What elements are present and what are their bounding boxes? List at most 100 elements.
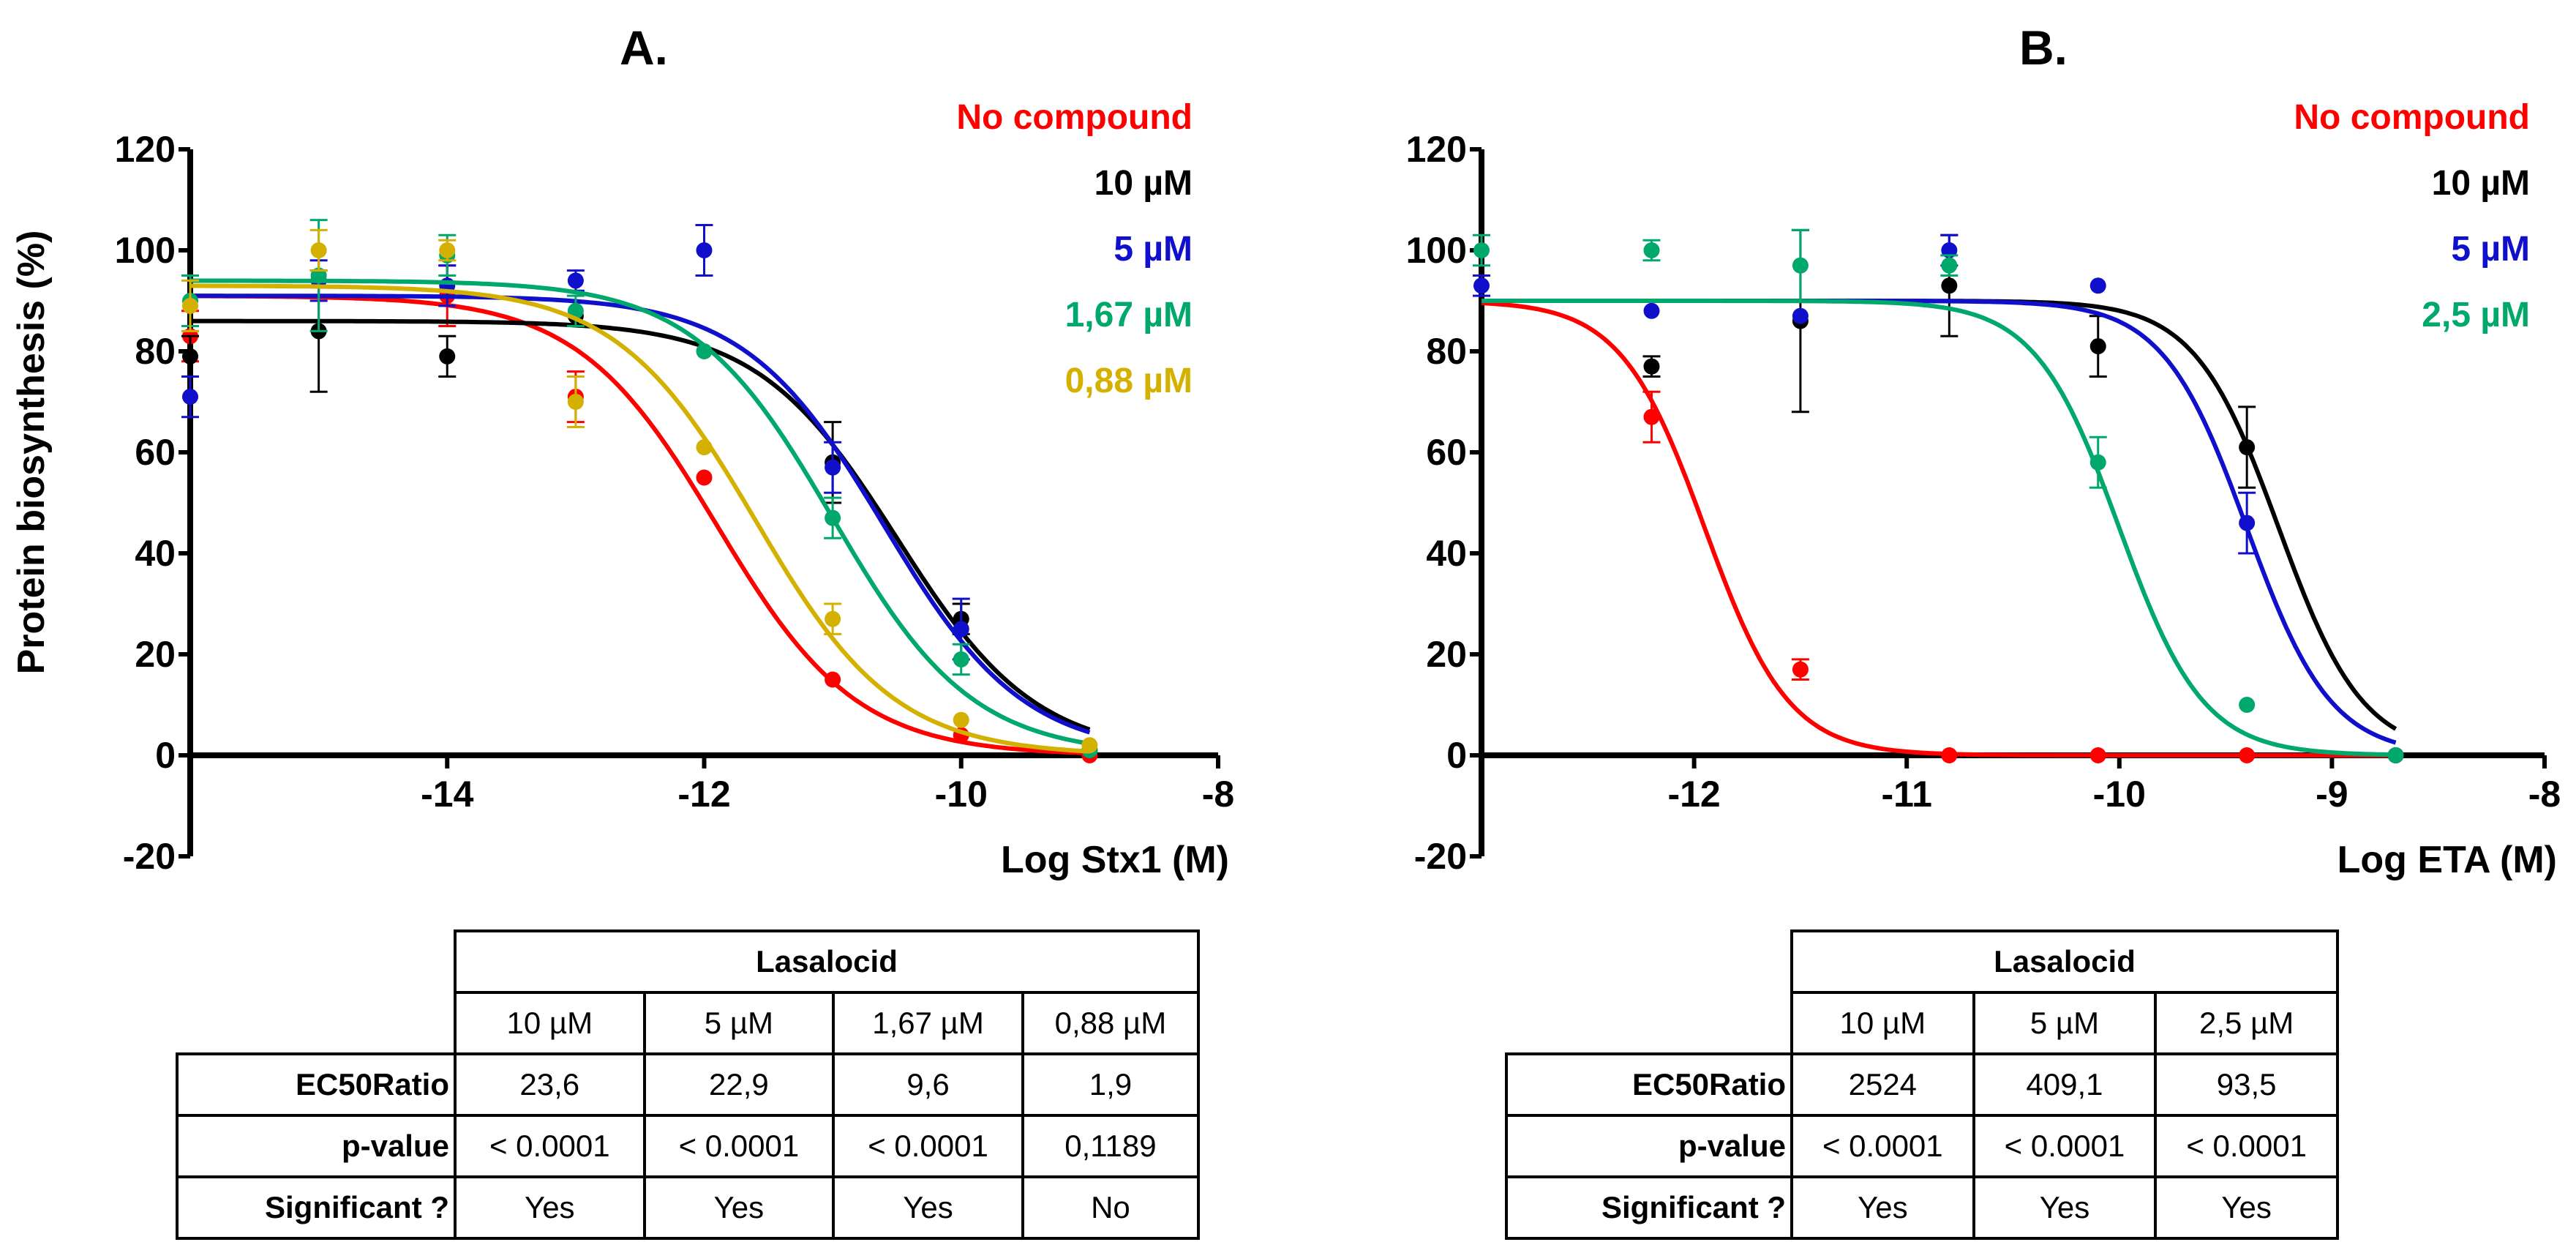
x-tick-label: -12 — [677, 774, 730, 815]
table-column-header: 0,88 µM — [1021, 991, 1201, 1055]
data-point — [182, 389, 198, 405]
y-tick-label: 80 — [1426, 331, 1467, 372]
data-point — [2239, 439, 2256, 456]
table-cell: Yes — [642, 1175, 835, 1240]
y-tick-label: 40 — [1426, 533, 1467, 574]
x-tick-label: -12 — [1667, 774, 1720, 815]
table-cell: < 0.0001 — [1972, 1114, 2158, 1178]
table-row: EC50Ratio 23,6 22,9 9,6 1,9 — [176, 1052, 1201, 1117]
x-tick-label: -8 — [2528, 774, 2561, 815]
table-row: EC50Ratio 2524 409,1 93,5 — [1505, 1052, 2339, 1117]
table-column-header: 2,5 µM — [2154, 991, 2339, 1055]
table-row-label: EC50Ratio — [176, 1052, 457, 1117]
data-point — [696, 343, 713, 359]
table-cell: < 0.0001 — [1790, 1114, 1975, 1178]
series-2 — [1473, 233, 2404, 763]
table-column-row: 10 µM 5 µM 1,67 µM 0,88 µM — [177, 991, 1201, 1055]
data-point — [182, 297, 198, 314]
table-column-header: 1,67 µM — [832, 991, 1024, 1055]
stats-table-b: Lasalocid 10 µM 5 µM 2,5 µM EC50Ratio 2524 409… — [1505, 930, 2339, 1240]
y-tick-label: 100 — [115, 230, 176, 271]
table-column-header: 10 µM — [1790, 991, 1975, 1055]
table-cell: Yes — [1972, 1175, 2158, 1240]
data-point — [439, 348, 456, 364]
fit-curve — [190, 283, 1090, 754]
fit-curve — [190, 318, 1091, 732]
series-1 — [1482, 228, 2404, 763]
legend-entry: 1,67 µM — [1065, 296, 1193, 334]
table-cell: Yes — [2154, 1175, 2339, 1240]
panel-b: B. -20 0 20 40 60 80 100 120 -12 -11 -10 -9 -8 Log ETA… — [1406, 20, 2561, 881]
data-point — [1643, 302, 1660, 319]
panel-a: A. -20 0 20 40 60 80 100 120 -14 -12 -10 -8 Log Stx1 … — [10, 20, 1234, 881]
legend-entry: 0,88 µM — [1065, 362, 1193, 400]
legend-entry: 5 µM — [1114, 230, 1193, 269]
table-cell: < 0.0001 — [454, 1114, 646, 1178]
data-point — [1792, 307, 1809, 324]
table-row-label: Significant ? — [176, 1175, 457, 1240]
data-point — [567, 394, 584, 410]
table-row-label: Significant ? — [1505, 1175, 1793, 1240]
data-point — [825, 509, 841, 526]
data-point — [2239, 747, 2256, 763]
data-point — [2089, 454, 2106, 471]
y-tick-label: 60 — [135, 432, 176, 473]
y-axis-title: Protein biosynthesis (%) — [10, 231, 53, 675]
table-header-row: Lasalocid — [177, 930, 1200, 994]
table-column-row: 10 µM 5 µM 2,5 µM — [1506, 991, 2339, 1055]
table-cell: 0,1189 — [1021, 1114, 1201, 1178]
table-row: Significant ? Yes Yes Yes No — [176, 1175, 1201, 1240]
table-row-label: p-value — [1505, 1114, 1793, 1178]
table-corner — [1506, 931, 1792, 992]
data-point — [696, 242, 713, 258]
x-axis-title: Log ETA (M) — [2337, 839, 2557, 881]
y-tick-label: 20 — [135, 634, 176, 675]
table-group-header: Lasalocid — [454, 930, 1200, 994]
y-tick-label: 40 — [135, 533, 176, 574]
x-tick-label: -14 — [421, 774, 473, 815]
table-column-header: 10 µM — [454, 991, 646, 1055]
table-row: p-value < 0.0001 < 0.0001 < 0.0001 0,1189 — [176, 1114, 1201, 1178]
data-point — [696, 469, 713, 486]
data-point — [182, 348, 198, 364]
legend-entry: 2,5 µM — [2422, 296, 2530, 334]
table-cell: 409,1 — [1972, 1052, 2158, 1117]
series-3 — [181, 219, 1098, 759]
data-point — [1081, 737, 1098, 754]
legend-entry: No compound — [956, 98, 1193, 137]
y-tick-label: 0 — [155, 735, 176, 776]
y-tick-label: 60 — [1426, 432, 1467, 473]
x-axis-title: Log Stx1 (M) — [1001, 839, 1229, 881]
stats-table-a: Lasalocid 10 µM 5 µM 1,67 µM 0,88 µM EC50Rati… — [176, 930, 1201, 1240]
table-cell: < 0.0001 — [2154, 1114, 2339, 1178]
data-point — [953, 621, 969, 637]
table-header-row: Lasalocid — [1506, 930, 2339, 994]
fit-curve — [1482, 299, 2397, 731]
data-point — [696, 439, 713, 456]
table-group-header: Lasalocid — [1790, 930, 2339, 994]
table-cell: 93,5 — [2154, 1052, 2339, 1117]
y-tick-label: 80 — [135, 331, 176, 372]
y-tick-label: -20 — [1414, 836, 1467, 877]
data-point — [1643, 358, 1660, 375]
data-point — [825, 671, 841, 688]
table-corner — [1506, 992, 1792, 1054]
table-cell: 2524 — [1790, 1052, 1975, 1117]
series-3 — [1473, 228, 2404, 763]
table-row-label: p-value — [176, 1114, 457, 1178]
table-cell: No — [1021, 1175, 1201, 1240]
table-cell: Yes — [1790, 1175, 1975, 1240]
table-row: p-value < 0.0001 < 0.0001 < 0.0001 — [1505, 1114, 2339, 1178]
y-tick-label: 120 — [1406, 129, 1467, 170]
panel-label: A. — [620, 20, 668, 75]
x-tick-label: -9 — [2316, 774, 2348, 815]
data-point — [953, 651, 969, 667]
y-tick-label: 100 — [1406, 230, 1467, 271]
data-point — [1473, 242, 1490, 258]
table-cell: < 0.0001 — [832, 1114, 1024, 1178]
legend-entry: 5 µM — [2451, 230, 2530, 269]
data-point — [2239, 697, 2256, 713]
y-tick-label: 20 — [1426, 634, 1467, 675]
data-point — [1941, 277, 1958, 294]
series-1 — [181, 269, 1098, 759]
